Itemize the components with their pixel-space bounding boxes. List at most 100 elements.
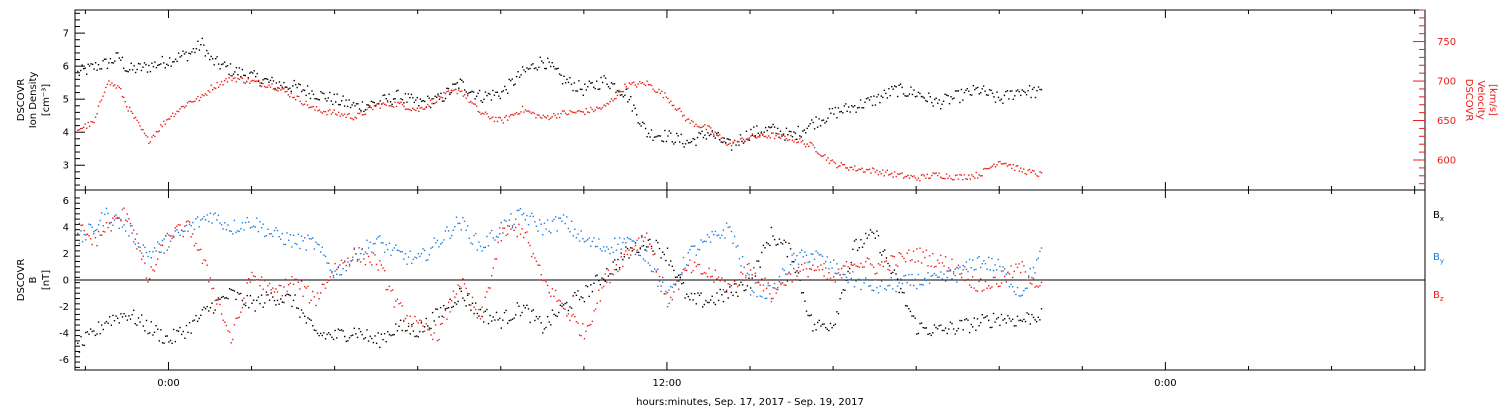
- data-point: [590, 82, 592, 84]
- data-point: [999, 285, 1001, 287]
- data-point: [719, 237, 721, 239]
- data-point: [1007, 272, 1009, 274]
- data-point: [749, 294, 752, 296]
- data-point: [109, 222, 111, 224]
- data-point: [927, 333, 929, 335]
- data-point: [348, 263, 351, 265]
- data-point: [793, 261, 795, 263]
- data-point: [1015, 325, 1017, 327]
- data-point: [315, 98, 318, 100]
- data-point: [236, 230, 239, 232]
- data-point: [186, 60, 189, 62]
- data-point: [1037, 257, 1039, 259]
- data-point: [419, 330, 421, 333]
- data-point: [387, 331, 389, 333]
- data-point: [876, 286, 878, 289]
- data-point: [869, 285, 872, 287]
- data-point: [78, 74, 80, 77]
- data-point: [610, 273, 613, 275]
- data-point: [460, 287, 462, 289]
- data-point: [622, 96, 625, 98]
- data-point: [781, 268, 784, 270]
- data-point: [361, 114, 364, 116]
- data-point: [960, 320, 963, 322]
- data-point: [97, 64, 100, 66]
- data-point: [704, 124, 706, 126]
- data-point: [510, 114, 512, 116]
- data-point: [948, 270, 950, 272]
- data-point: [394, 101, 396, 103]
- data-point: [1012, 286, 1014, 288]
- data-point: [513, 223, 515, 226]
- data-point: [582, 323, 584, 325]
- data-point: [109, 316, 111, 318]
- data-point: [663, 253, 665, 256]
- data-point: [197, 40, 199, 42]
- data-point: [376, 103, 378, 105]
- data-point: [639, 248, 641, 250]
- data-point: [917, 91, 920, 93]
- data-point: [860, 262, 862, 265]
- data-point: [291, 276, 293, 278]
- data-point: [317, 98, 319, 101]
- data-point: [713, 133, 715, 135]
- data-point: [578, 240, 581, 242]
- data-point: [1036, 90, 1038, 92]
- data-point: [1039, 319, 1041, 321]
- data-point: [342, 95, 344, 97]
- data-point: [730, 230, 733, 233]
- data-point: [508, 225, 510, 227]
- data-point: [449, 311, 451, 313]
- data-point: [298, 83, 300, 85]
- data-point: [912, 315, 915, 317]
- data-point: [449, 298, 451, 300]
- data-point: [962, 329, 964, 331]
- data-point: [787, 134, 789, 136]
- data-point: [206, 305, 208, 308]
- data-point: [104, 322, 106, 324]
- data-point: [240, 76, 242, 79]
- data-point: [443, 239, 445, 241]
- data-point: [773, 126, 776, 128]
- data-point: [181, 229, 183, 232]
- data-point: [893, 269, 896, 271]
- data-point: [353, 247, 355, 249]
- data-point: [479, 318, 482, 320]
- data-point: [674, 283, 677, 285]
- data-point: [515, 111, 518, 114]
- data-point: [828, 272, 830, 274]
- data-point: [949, 270, 952, 272]
- data-point: [121, 56, 123, 59]
- data-point: [339, 104, 341, 106]
- data-point: [404, 108, 407, 110]
- data-point: [695, 123, 697, 125]
- data-point: [250, 80, 252, 82]
- data-point: [435, 324, 437, 326]
- data-point: [583, 241, 586, 243]
- data-point: [900, 278, 902, 280]
- data-point: [799, 138, 801, 140]
- data-point: [904, 261, 907, 263]
- data-point: [1039, 88, 1041, 91]
- data-point: [272, 235, 274, 238]
- data-point: [324, 110, 327, 113]
- data-point: [907, 174, 909, 177]
- data-point: [633, 81, 635, 83]
- data-point: [154, 61, 156, 63]
- data-point: [507, 119, 509, 121]
- data-point: [323, 332, 325, 334]
- data-point: [396, 298, 399, 301]
- data-point: [647, 84, 650, 86]
- data-point: [890, 255, 892, 257]
- data-point: [379, 100, 381, 102]
- data-point: [441, 322, 443, 325]
- data-point: [471, 90, 473, 93]
- data-point: [564, 222, 566, 225]
- data-point: [531, 310, 533, 312]
- data-point: [495, 311, 498, 314]
- data-point: [818, 319, 820, 322]
- data-point: [320, 332, 322, 335]
- data-point: [566, 216, 568, 218]
- data-point: [978, 174, 980, 176]
- data-point: [741, 140, 743, 143]
